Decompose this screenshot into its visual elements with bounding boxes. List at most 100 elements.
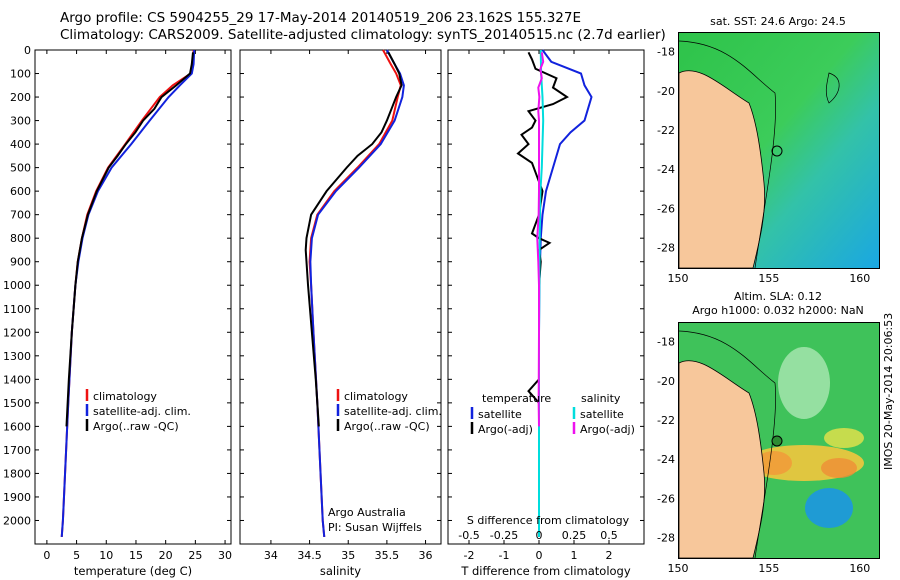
sst-reef-contour — [825, 72, 840, 104]
xtick-label: 0 — [536, 549, 543, 562]
map-ytick-label: -24 — [657, 453, 675, 466]
xaxis-label: T difference from climatology — [460, 564, 631, 578]
xtick-label: 30 — [218, 549, 232, 562]
legend-label: satellite — [478, 408, 522, 421]
ytick-label: 100 — [10, 68, 31, 81]
xtick-label: 1 — [571, 549, 578, 562]
ytick-label: 1000 — [3, 279, 31, 292]
ytick-label: 1800 — [3, 467, 31, 480]
sla-band-orange-east — [821, 458, 857, 478]
series-line-satellite-adj-clim- — [60, 49, 196, 538]
legend-label: climatology — [344, 390, 408, 403]
legend-label: Argo(..raw -QC) — [93, 420, 179, 433]
series-line-temperature-satellite — [538, 49, 593, 537]
sst-bathymetry-contour — [679, 40, 776, 268]
ytick-label: 700 — [10, 209, 31, 222]
ytick-label: 900 — [10, 256, 31, 269]
xtick-label: 35 — [341, 549, 355, 562]
ytick-label: 1300 — [3, 350, 31, 363]
map-xtick-label: 160 — [849, 562, 870, 575]
ytick-label: 800 — [10, 232, 31, 245]
annotation-argo-australia: Argo Australia — [328, 506, 406, 519]
sla-bathymetry-contour — [679, 330, 776, 558]
map-xtick-label: 155 — [758, 272, 779, 285]
map-ytick-label: -20 — [657, 375, 675, 388]
legend-title-temperature: temperature — [482, 392, 551, 405]
xtick-label: 35.5 — [375, 549, 400, 562]
map-xtick-label: 150 — [668, 272, 689, 285]
xaxis-label: temperature (deg C) — [74, 564, 192, 578]
xtick-label: 5 — [73, 549, 80, 562]
map-ytick-label: -20 — [657, 85, 675, 98]
ytick-label: 600 — [10, 185, 31, 198]
xtick-label: 36 — [419, 549, 433, 562]
sla-map — [678, 322, 880, 559]
sst-map-canvas — [679, 33, 879, 268]
xaxis-label: salinity — [320, 564, 361, 578]
legend-label: Argo(..raw -QC) — [344, 420, 430, 433]
ytick-label: 2000 — [3, 514, 31, 527]
ytick-label: 400 — [10, 138, 31, 151]
ytick-label: 500 — [10, 162, 31, 175]
plot-frame-0 — [34, 49, 232, 545]
map-ytick-label: -24 — [657, 163, 675, 176]
map-xtick-label: 150 — [668, 562, 689, 575]
ytick-label: 0 — [24, 44, 31, 57]
sla-map-title: Altim. SLA: 0.12 — [733, 290, 823, 303]
xtick-top-label: 0 — [536, 529, 543, 542]
xtick-top-label: -0.25 — [490, 529, 518, 542]
xtick-label: 34.5 — [297, 549, 322, 562]
xaxis-label-top: S difference from climatology — [467, 514, 630, 527]
ytick-label: 1200 — [3, 326, 31, 339]
map-ytick-label: -28 — [657, 241, 675, 254]
annotation-pi: PI: Susan Wijffels — [328, 521, 422, 534]
series-line-climatology — [60, 49, 195, 538]
xtick-top-label: -0.5 — [458, 529, 479, 542]
map-ytick-label: -18 — [657, 336, 675, 349]
imos-credit: IMOS 20-May-2014 20:06:53 — [882, 312, 895, 470]
map-ytick-label: -26 — [657, 202, 675, 215]
series-line-argo-raw-qc- — [65, 52, 194, 427]
ytick-label: 200 — [10, 91, 31, 104]
xtick-top-label: 0.5 — [600, 529, 618, 542]
sla-map-subtitle: Argo h1000: 0.032 h2000: NaN — [692, 304, 864, 317]
sla-band-yellow-east — [824, 428, 864, 448]
xtick-label: 10 — [99, 549, 113, 562]
map-ytick-label: -28 — [657, 531, 675, 544]
ytick-label: 1500 — [3, 397, 31, 410]
xtick-label: 0 — [43, 549, 50, 562]
map-ytick-label: -22 — [657, 414, 675, 427]
legend-label: Argo(-adj) — [478, 423, 533, 436]
ytick-label: 1600 — [3, 420, 31, 433]
xtick-label: 25 — [188, 549, 202, 562]
legend-label: climatology — [93, 390, 157, 403]
map-ytick-label: -26 — [657, 492, 675, 505]
ytick-label: 1400 — [3, 373, 31, 386]
plot-frame-2 — [447, 49, 645, 545]
sla-high-blob-north — [778, 347, 830, 419]
xtick-label: 34 — [264, 549, 278, 562]
sst-argo-marker — [771, 145, 783, 157]
xtick-label: -2 — [464, 549, 475, 562]
series-line-salinity-argo-adj- — [536, 52, 545, 427]
map-ytick-label: -18 — [657, 46, 675, 59]
series-line-climatology — [308, 49, 402, 538]
ytick-label: 1100 — [3, 303, 31, 316]
sla-argo-marker — [771, 435, 783, 447]
ytick-label: 300 — [10, 115, 31, 128]
sst-map-title: sat. SST: 24.6 Argo: 24.5 — [710, 15, 846, 28]
legend-label: satellite-adj. clim. — [93, 405, 191, 418]
xtick-label: 15 — [129, 549, 143, 562]
ytick-label: 1700 — [3, 444, 31, 457]
legend-label: satellite-adj. clim. — [344, 405, 442, 418]
map-xtick-label: 155 — [758, 562, 779, 575]
series-line-argo-raw-qc- — [304, 51, 403, 427]
xtick-label: 2 — [606, 549, 613, 562]
xtick-top-label: 0.25 — [562, 529, 587, 542]
plot-frame-1 — [239, 49, 442, 545]
sst-map — [678, 32, 880, 269]
sla-low-eddy — [805, 488, 853, 528]
sla-band-orange-west — [756, 451, 792, 475]
xtick-label: 20 — [159, 549, 173, 562]
